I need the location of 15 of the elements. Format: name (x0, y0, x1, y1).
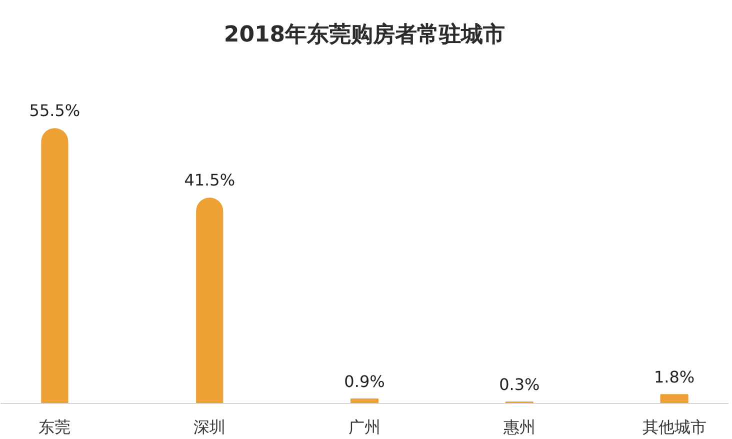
bar (350, 398, 379, 404)
bar (196, 198, 224, 404)
data-label: 41.5% (184, 170, 236, 190)
x-tick-label: 惠州 (502, 418, 536, 436)
data-label: 55.5% (29, 101, 80, 120)
bar (41, 128, 68, 404)
x-tick-label: 东莞 (38, 418, 71, 436)
data-label: 1.8% (654, 368, 695, 387)
x-tick-label: 深圳 (194, 418, 226, 436)
x-tick-label: 其他城市 (642, 418, 706, 436)
x-tick-label: 广州 (348, 418, 380, 436)
data-label: 0.3% (499, 375, 540, 394)
chart-title: 2018年东莞购房者常驻城市 (224, 22, 506, 48)
data-label: 0.9% (344, 372, 385, 392)
bar (660, 394, 688, 404)
